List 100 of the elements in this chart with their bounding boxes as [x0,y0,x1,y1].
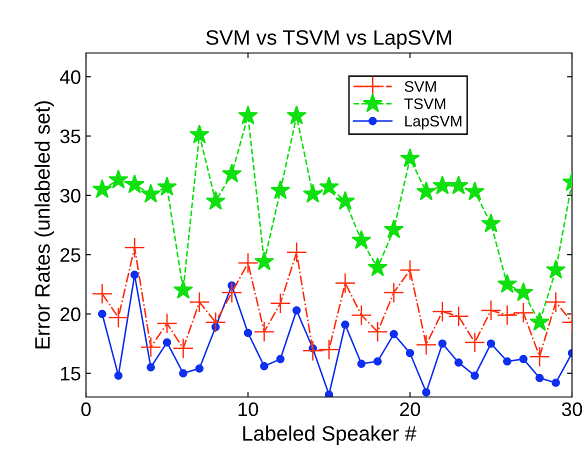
point [157,176,177,196]
point [222,164,242,183]
point [448,175,469,194]
y-tick-label: 20 [60,307,80,322]
point [318,339,340,360]
point [140,336,162,358]
point [486,339,496,348]
point [162,338,172,347]
point [350,304,372,326]
point [238,105,258,124]
point [400,260,420,280]
chart-title: SVM vs TSVM vs LapSVM [206,30,451,49]
x-tick-label: 20 [400,402,420,416]
point [373,357,382,366]
point [335,190,356,210]
point [156,313,178,334]
point [546,260,566,279]
point [464,181,485,200]
point [140,184,161,203]
y-tick-label: 30 [60,188,80,203]
point [432,175,452,194]
point [416,334,437,356]
legend-label: SVM [404,81,436,92]
point [496,304,518,326]
point [98,310,106,318]
point [422,388,430,396]
x-tick-label: 10 [238,402,258,416]
point [454,358,463,367]
point [286,242,308,263]
point [383,282,404,304]
point [221,282,242,304]
point [512,302,534,324]
point [92,178,112,198]
point [351,230,372,249]
point [406,348,414,358]
point [319,176,339,196]
point [189,124,210,144]
point [519,354,528,364]
point [124,237,146,258]
point [276,354,285,364]
point [130,270,139,279]
point [92,283,113,304]
point [416,181,436,200]
point [108,170,128,188]
point [545,292,566,313]
point [146,363,155,372]
point [470,371,479,380]
point [108,307,129,328]
point [188,292,210,313]
point [114,371,123,380]
point [481,213,501,232]
point [254,321,275,342]
y-tick-label: 15 [60,366,80,381]
point [530,312,550,331]
point [497,274,518,293]
point [513,282,534,302]
point [286,105,307,124]
point [302,340,324,362]
point [292,306,301,315]
y-tick-label: 35 [60,130,80,144]
point [334,272,356,294]
point [368,257,388,276]
point [480,300,502,321]
point [503,357,512,366]
legend-label: LapSVM [405,116,462,130]
point [302,184,323,203]
point [206,190,226,210]
point [179,369,188,378]
x-tick-label: 0 [81,402,91,416]
point [341,320,350,329]
point [552,378,560,387]
legend-label: TSVM [404,98,446,110]
point [529,346,550,368]
point [448,306,470,327]
point [205,312,226,333]
point [438,339,447,348]
point [124,174,145,194]
point [173,280,194,299]
point [244,328,252,338]
point [464,332,486,353]
point [324,390,334,397]
point [270,292,291,314]
x-axis-title: Labeled Speaker # [243,426,416,445]
y-tick-label: 40 [60,70,80,84]
point [432,301,453,322]
y-tick-label: 25 [60,248,80,262]
point [357,360,366,368]
point [270,180,290,200]
point [238,252,258,274]
point [254,251,274,270]
point [260,362,268,370]
point [535,374,544,382]
point [400,148,420,168]
point [367,321,388,342]
point [384,219,404,238]
point [195,364,204,373]
y-axis-title: Error Rates (unlabeled set) [34,101,54,348]
point [390,330,398,338]
point [172,338,194,359]
x-tick-label: 30 [562,402,582,416]
